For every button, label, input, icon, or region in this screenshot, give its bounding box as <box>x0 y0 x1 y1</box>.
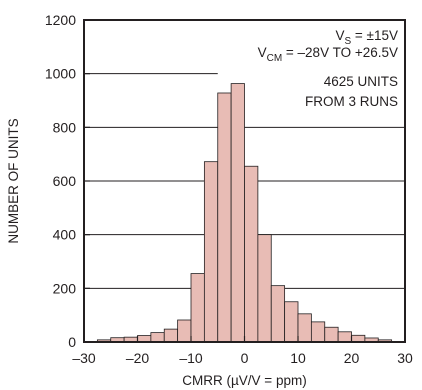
y-tick-label: 400 <box>53 227 77 243</box>
histogram-bar <box>230 83 245 343</box>
histogram-bar <box>190 273 205 343</box>
x-tick-label: –20 <box>126 350 150 366</box>
x-tick-labels: –30 –20 –10 0 10 20 30 <box>72 350 413 366</box>
tick-marks <box>83 19 406 343</box>
y-tick-label: 200 <box>53 280 77 296</box>
annotation-vs: VS = ±15V <box>335 28 398 47</box>
y-tick-label: 800 <box>53 119 77 135</box>
histogram-bar <box>324 326 339 343</box>
histogram-bar <box>203 161 219 343</box>
annotation-vcm: VCM = –28V TO +26.5V <box>258 45 398 64</box>
histogram-bar <box>270 285 286 343</box>
histogram-bar <box>257 234 272 343</box>
histogram-bar <box>337 331 352 343</box>
x-tick-label: 0 <box>241 350 249 366</box>
annotation-runs: FROM 3 RUNS <box>305 94 398 109</box>
x-axis-label: CMRR (µV/V = ppm) <box>182 373 306 388</box>
histogram-bar <box>150 332 165 343</box>
x-tick-label: 20 <box>344 350 360 366</box>
histogram-bar <box>351 334 366 343</box>
histogram-bar <box>297 313 312 343</box>
x-tick-label: –10 <box>179 350 203 366</box>
bars <box>96 83 393 343</box>
y-tick-label: 0 <box>68 334 76 350</box>
y-tick-label: 600 <box>53 173 77 189</box>
x-tick-label: 30 <box>397 350 413 366</box>
histogram-bar <box>217 92 232 343</box>
x-tick-label: 10 <box>290 350 306 366</box>
histogram-bar <box>163 328 179 343</box>
y-tick-label: 1000 <box>45 66 76 82</box>
annotation-units: 4625 UNITS <box>324 74 398 89</box>
histogram-bar <box>284 301 299 343</box>
x-tick-label: –30 <box>72 350 96 366</box>
y-axis-label: NUMBER OF UNITS <box>6 118 21 243</box>
histogram-bar <box>310 321 326 343</box>
histogram-bar <box>244 165 259 343</box>
histogram-bar <box>177 319 192 343</box>
y-tick-label: 1200 <box>45 12 76 28</box>
y-tick-labels: 0 200 400 600 800 1000 1200 <box>45 12 76 350</box>
